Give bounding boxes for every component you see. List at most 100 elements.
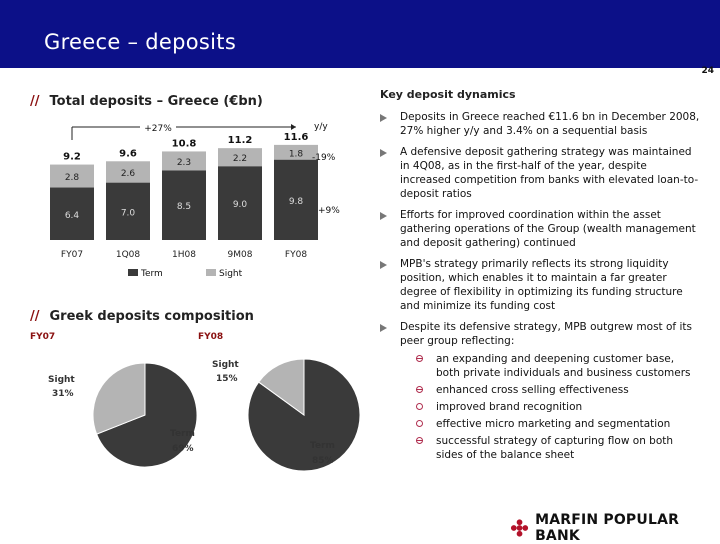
bar-term-label-1Q08: 7.0 [121,208,136,218]
section-slashes: // [30,94,40,109]
header-bar: Greece – deposits [0,0,720,68]
dynamics-bullet: A defensive deposit gathering strategy w… [380,145,700,201]
dynamics-sub-bullet: improved brand recognition [400,400,700,414]
pie-label-fy08-term-name: Term [310,441,335,451]
x-tick-FY08: FY08 [285,250,307,260]
total-deposits-bar-chart: 6.4 2.8 9.2 FY07 7.0 2.6 9.6 1Q08 8.5 2.3 10.8 1H08… [50,121,340,279]
key-dynamics-list: Deposits in Greece reached €11.6 bn in D… [380,110,700,469]
bar-sight-9M08 [218,148,262,167]
bar-sight-label-FY07: 2.8 [65,173,80,183]
growth-arrow-head [291,124,296,130]
page-title: Greece – deposits [44,30,237,54]
key-dynamics-title: Key deposit dynamics [380,88,516,101]
pie-label-fy08-sight-value: 15% [216,374,238,384]
bar-total-label-1Q08: 9.6 [119,148,137,159]
dynamics-bullet: Deposits in Greece reached €11.6 bn in D… [380,110,700,138]
composition-pies: FY07 FY08 Sight 31% Term 69% Sight 15% Term 85% [30,332,360,472]
dynamics-sub-bullet-text: effective micro marketing and segmentati… [436,418,671,430]
dynamics-bullet-text: A defensive deposit gathering strategy w… [400,146,699,200]
growth-label: +27% [144,124,172,134]
dynamics-bullet: Efforts for improved coordination within… [380,208,700,250]
dynamics-bullet: MPB's strategy primarily reflects its st… [380,257,700,313]
bar-total-label-9M08: 11.2 [228,135,253,146]
bar-sight-FY07 [50,164,94,188]
bullet-arrow-icon [380,261,387,269]
pie-label-fy07-sight-name: Sight [48,375,75,385]
pie-slice-fy07-sight [92,362,146,435]
section-slashes-2: // [30,309,40,324]
bar-term-9M08 [218,166,262,240]
dynamics-sub-bullet-text: improved brand recognition [436,401,583,413]
bar-sight-1Q08 [106,161,150,183]
dynamics-sub-bullet-text: enhanced cross selling effectiveness [436,384,629,396]
pie-label-fy08-sight-name: Sight [212,360,239,370]
pie-title-fy08: FY08 [198,332,223,342]
composition-heading: // Greek deposits composition [30,309,254,324]
dynamics-bullet-text: Despite its defensive strategy, MPB outg… [400,321,692,347]
dynamics-sub-list: an expanding and deepening customer base… [400,352,700,462]
pie-label-fy07-term-value: 69% [172,444,194,454]
bullet-arrow-icon [380,114,387,122]
term-change-label: +9% [318,206,340,216]
logo-text: MARFIN POPULAR BANK [535,512,680,544]
dynamics-bullet: Despite its defensive strategy, MPB outg… [380,320,700,462]
dynamics-bullet-text: Deposits in Greece reached €11.6 bn in D… [400,111,700,137]
dynamics-bullet-text: MPB's strategy primarily reflects its st… [400,258,683,312]
bar-sight-label-1Q08: 2.6 [121,169,136,179]
bar-term-label-1H08: 8.5 [177,202,191,212]
deposits-heading-text: Total deposits – Greece (€bn) [49,94,263,109]
circle-bullet-icon [416,386,423,393]
pie-label-fy08-term-value: 85% [312,456,334,466]
circle-bullet-icon [416,403,423,410]
dynamics-sub-bullet: successful strategy of capturing flow on… [400,434,700,462]
pie-title-fy07: FY07 [30,332,55,342]
bar-total-label-FY07: 9.2 [63,152,81,163]
bar-term-1H08 [162,170,206,240]
bank-logo-icon [510,519,529,537]
bar-term-FY07 [50,187,94,240]
bar-term-FY08 [274,159,318,240]
legend-swatch-sight [206,269,216,276]
growth-label-bg [140,121,176,133]
circle-bullet-icon [416,355,423,362]
page-number: 24 [701,66,714,76]
legend-label-sight: Sight [219,269,243,279]
x-tick-1H08: 1H08 [172,250,196,260]
dynamics-sub-bullet-text: successful strategy of capturing flow on… [436,435,674,461]
pie-slice-fy07-term [96,362,198,468]
x-tick-1Q08: 1Q08 [116,250,141,260]
pie-slice-fy08-sight [257,358,305,416]
circle-bullet-icon [416,420,423,427]
bar-sight-1H08 [162,151,206,171]
bar-sight-label-1H08: 2.3 [177,158,191,168]
legend-swatch-term [128,269,138,276]
bar-total-label-1H08: 10.8 [172,138,197,149]
yy-label: y/y [314,122,328,132]
bullet-arrow-icon [380,149,387,157]
bar-sight-label-FY08: 1.8 [289,149,304,159]
bar-sight-label-9M08: 2.2 [233,154,247,164]
dynamics-sub-bullet: an expanding and deepening customer base… [400,352,700,380]
bar-total-label-FY08: 11.6 [284,132,309,143]
dynamics-sub-bullet-text: an expanding and deepening customer base… [436,353,691,379]
x-tick-9M08: 9M08 [228,250,253,260]
bar-term-label-FY08: 9.8 [289,197,304,207]
bar-term-1Q08 [106,182,150,240]
dynamics-bullet-text: Efforts for improved coordination within… [400,209,696,249]
dynamics-sub-bullet: effective micro marketing and segmentati… [400,417,700,431]
x-tick-FY07: FY07 [61,250,83,260]
deposits-heading: // Total deposits – Greece (€bn) [30,94,263,109]
dynamics-sub-bullet: enhanced cross selling effectiveness [400,383,700,397]
bar-term-label-FY07: 6.4 [65,211,80,221]
marfin-logo: MARFIN POPULAR BANK [510,512,720,544]
circle-bullet-icon [416,437,423,444]
composition-heading-text: Greek deposits composition [49,309,254,324]
pie-label-fy07-sight-value: 31% [52,389,74,399]
bullet-arrow-icon [380,212,387,220]
bar-sight-FY08 [274,144,318,160]
bullet-arrow-icon [380,324,387,332]
sight-change-label: -19% [312,153,336,163]
pie-label-fy07-term-name: Term [170,429,195,439]
bar-term-label-9M08: 9.0 [233,200,248,210]
legend-label-term: Term [140,269,163,279]
